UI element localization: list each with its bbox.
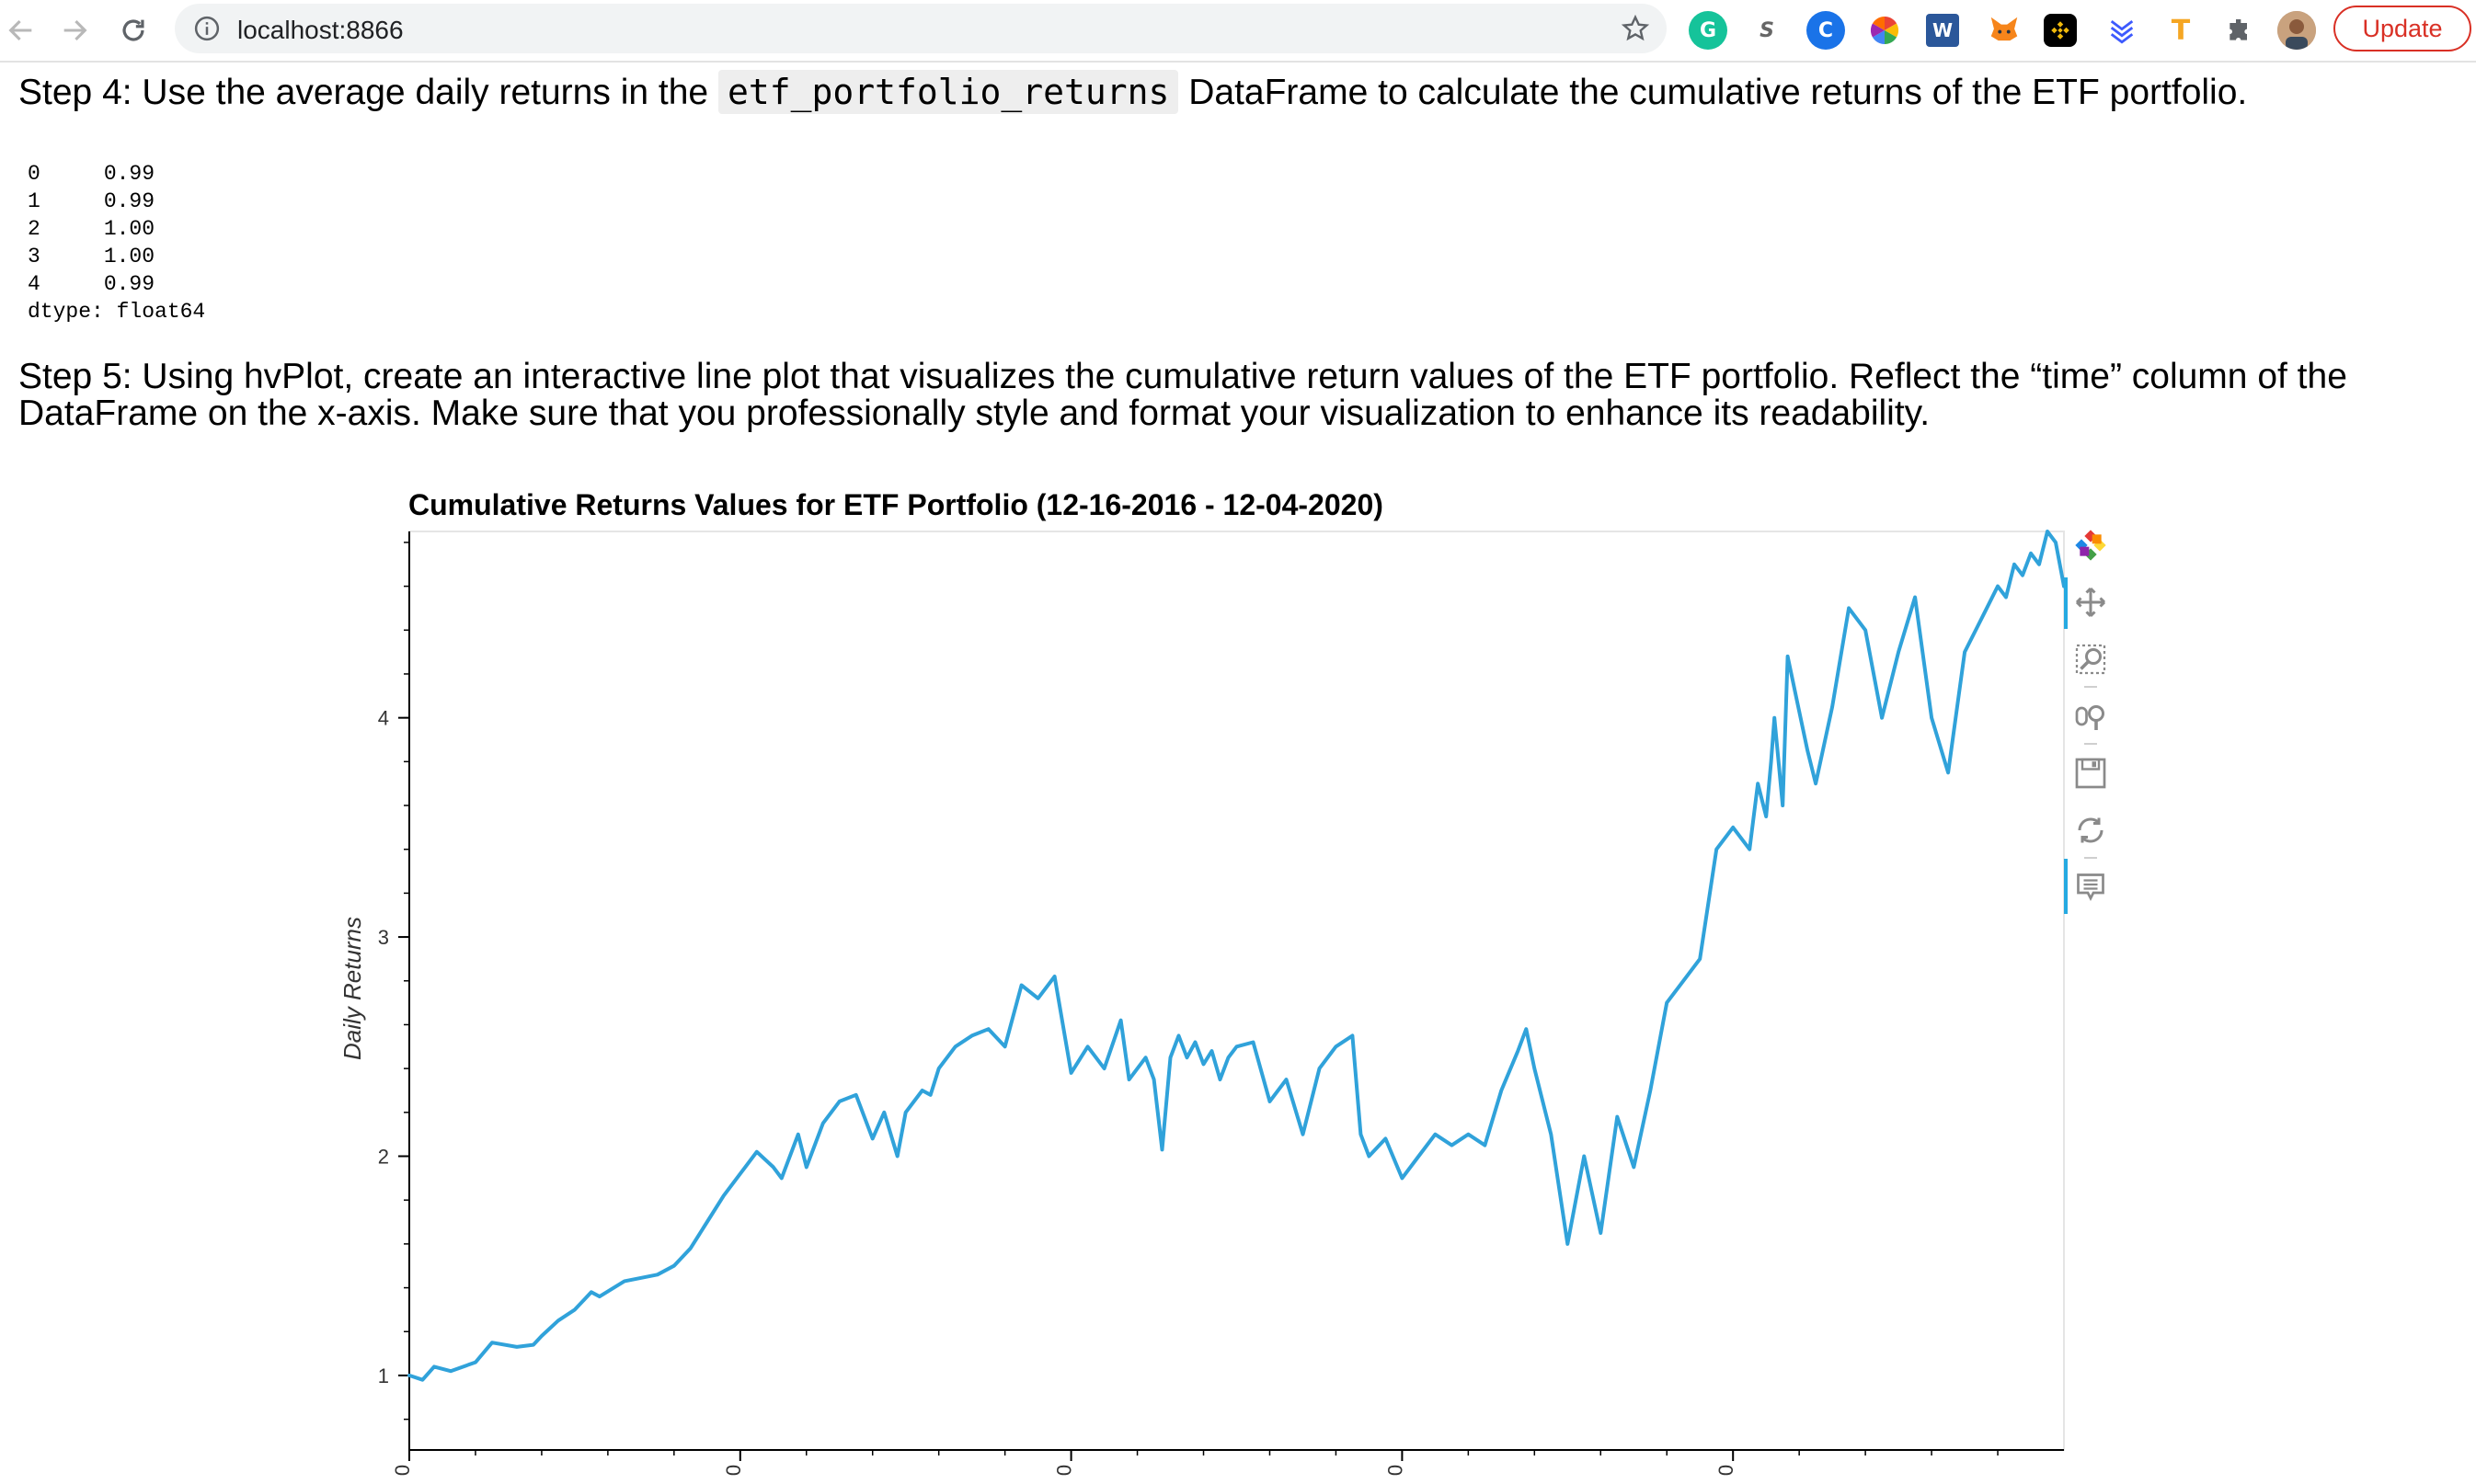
forward-button[interactable] bbox=[53, 9, 96, 51]
box-zoom-tool-icon[interactable] bbox=[2069, 638, 2112, 680]
back-arrow-icon bbox=[8, 19, 32, 41]
t-extension-icon[interactable]: T bbox=[2171, 14, 2191, 47]
dataframe-name-code: etf_portfolio_returns bbox=[717, 70, 1179, 114]
reload-icon bbox=[122, 19, 144, 41]
step5-line2: DataFrame on the x-axis. Make sure that … bbox=[18, 394, 1931, 433]
bokeh-toolbar bbox=[2064, 524, 2119, 914]
puzzle-extensions-icon[interactable] bbox=[2220, 11, 2259, 50]
step4-text-before: Step 4: Use the average daily returns in… bbox=[18, 73, 718, 112]
forward-arrow-icon bbox=[63, 19, 87, 41]
address-bar[interactable]: localhost:8866 bbox=[175, 4, 1667, 53]
wheel-zoom-tool-icon[interactable] bbox=[2069, 695, 2112, 737]
chart-title: Cumulative Returns Values for ETF Portfo… bbox=[408, 488, 1383, 521]
update-button[interactable]: Update bbox=[2333, 6, 2471, 51]
y-tick-label: 2 bbox=[378, 1146, 389, 1169]
layers-extension-icon[interactable] bbox=[2103, 11, 2141, 50]
y-tick-label: 1 bbox=[378, 1364, 389, 1387]
x-tick-label: 0 bbox=[391, 1465, 414, 1476]
x-tick-label: 0 bbox=[1714, 1465, 1737, 1476]
color-wheel-extension-icon[interactable] bbox=[1865, 11, 1904, 50]
toolbar-divider bbox=[2084, 686, 2097, 688]
c-extension-icon[interactable]: C bbox=[1806, 11, 1845, 50]
x-tick-label: 0 bbox=[1383, 1465, 1406, 1476]
bokeh-logo-icon[interactable] bbox=[2069, 524, 2112, 566]
save-tool-icon[interactable] bbox=[2069, 752, 2112, 794]
y-tick-label: 3 bbox=[378, 926, 389, 949]
pan-active-indicator bbox=[2064, 577, 2068, 629]
toolbar-divider bbox=[2084, 743, 2097, 745]
hover-active-indicator bbox=[2064, 859, 2068, 914]
bookmark-star-icon[interactable] bbox=[1621, 14, 1650, 48]
y-tick-label: 4 bbox=[378, 707, 389, 730]
binance-extension-icon[interactable] bbox=[2044, 14, 2077, 47]
site-info-icon[interactable] bbox=[193, 15, 221, 47]
step4-heading: Step 4: Use the average daily returns in… bbox=[18, 70, 2248, 114]
browser-toolbar: localhost:8866 G S C W T Update bbox=[0, 0, 2476, 63]
x-tick-label: 0 bbox=[722, 1465, 745, 1476]
plot-frame bbox=[408, 531, 2065, 1451]
x-tick-label: 0 bbox=[1053, 1465, 1076, 1476]
y-axis-label: Daily Returns bbox=[338, 917, 366, 1060]
series-line bbox=[407, 530, 2066, 1382]
reset-tool-icon[interactable] bbox=[2069, 809, 2112, 851]
back-button[interactable] bbox=[0, 9, 42, 51]
cell-output: 0 0.99 1 0.99 2 1.00 3 1.00 4 0.99 dtype… bbox=[28, 162, 206, 324]
word-extension-icon[interactable]: W bbox=[1926, 14, 1959, 47]
pan-tool-icon[interactable] bbox=[2069, 581, 2112, 623]
grammarly-extension-icon[interactable]: G bbox=[1689, 11, 1727, 50]
reload-button[interactable] bbox=[112, 9, 155, 51]
metamask-fox-icon[interactable] bbox=[1985, 11, 2023, 50]
step4-text-after: DataFrame to calculate the cumulative re… bbox=[1178, 73, 2248, 112]
step5-line1: Step 5: Using hvPlot, create an interact… bbox=[18, 357, 2347, 396]
profile-avatar[interactable] bbox=[2277, 11, 2316, 50]
step5-heading: Step 5: Using hvPlot, create an interact… bbox=[18, 359, 2347, 432]
url-text[interactable]: localhost:8866 bbox=[237, 16, 404, 44]
s-extension-icon[interactable]: S bbox=[1760, 18, 1774, 42]
hover-tool-icon[interactable] bbox=[2069, 866, 2112, 908]
toolbar-divider bbox=[2084, 857, 2097, 859]
